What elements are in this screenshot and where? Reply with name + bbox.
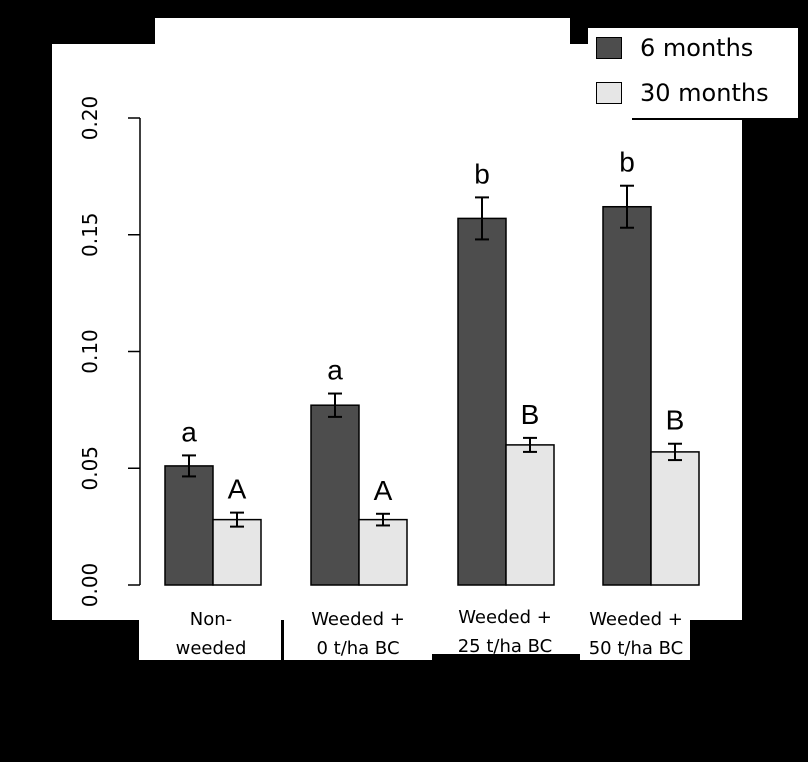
figure-background (580, 600, 690, 660)
legend-label-30-months: 30 months (640, 79, 769, 107)
legend-label-6-months: 6 months (640, 34, 754, 62)
legend-swatch-6-months (596, 37, 622, 59)
bar (650, 451, 700, 586)
bar (505, 444, 555, 586)
y-tick-label: 0.20 (78, 96, 102, 141)
bar (310, 404, 360, 586)
legend-item-30-months: 30 months (596, 76, 769, 110)
category-label-weeded-0: Weeded + 0 t/ha BC (283, 605, 433, 663)
bar (457, 217, 507, 586)
y-tick-label: 0.15 (78, 212, 102, 257)
figure-background (284, 600, 432, 660)
category-label-line: weeded (175, 638, 247, 659)
category-label-weeded-25: Weeded + 25 t/ha BC (430, 603, 580, 661)
significance-letter: A (228, 474, 247, 505)
significance-letter: a (181, 416, 197, 447)
legend-swatch-30-months (596, 82, 622, 104)
significance-letter: B (666, 405, 685, 436)
significance-letter: b (619, 147, 635, 178)
y-axis-label: RGRvol (month-1) (19, 256, 44, 445)
category-label-line: 25 t/ha BC (457, 636, 553, 657)
y-axis-label-close: ) (19, 255, 45, 265)
category-label-line: Weeded + (458, 607, 552, 628)
figure-background (432, 600, 580, 654)
category-label-line: Non- (189, 609, 233, 630)
bar (212, 518, 262, 586)
figure-background (139, 600, 281, 660)
significance-letter: a (327, 355, 343, 386)
y-tick-label: 0.05 (78, 446, 102, 491)
axes: 0.00 0.05 0.10 0.15 0.20 (78, 96, 141, 608)
significance-letter: b (474, 158, 490, 189)
significance-letter: B (521, 399, 540, 430)
y-axis-label-text: RGRvol (month (19, 277, 45, 445)
y-tick-label: 0.10 (78, 329, 102, 374)
bar (358, 518, 408, 586)
category-label-non-weeded: Non-weeded (136, 605, 286, 663)
category-label-line: Weeded + (311, 609, 405, 630)
category-label-line: Weeded + (589, 609, 683, 630)
category-label-weeded-50: Weeded + 50 t/ha BC (561, 605, 711, 663)
y-axis-label-superscript: -1 (19, 264, 35, 278)
legend-item-6-months: 6 months (596, 31, 753, 65)
figure-background (52, 44, 632, 122)
significance-letter: A (374, 475, 393, 506)
y-tick-label: 0.00 (78, 563, 102, 608)
bar (602, 205, 652, 586)
category-label-line: 0 t/ha BC (316, 638, 400, 659)
legend: 6 months 30 months (588, 28, 798, 118)
bar (164, 465, 214, 586)
category-label-line: 50 t/ha BC (588, 638, 684, 659)
